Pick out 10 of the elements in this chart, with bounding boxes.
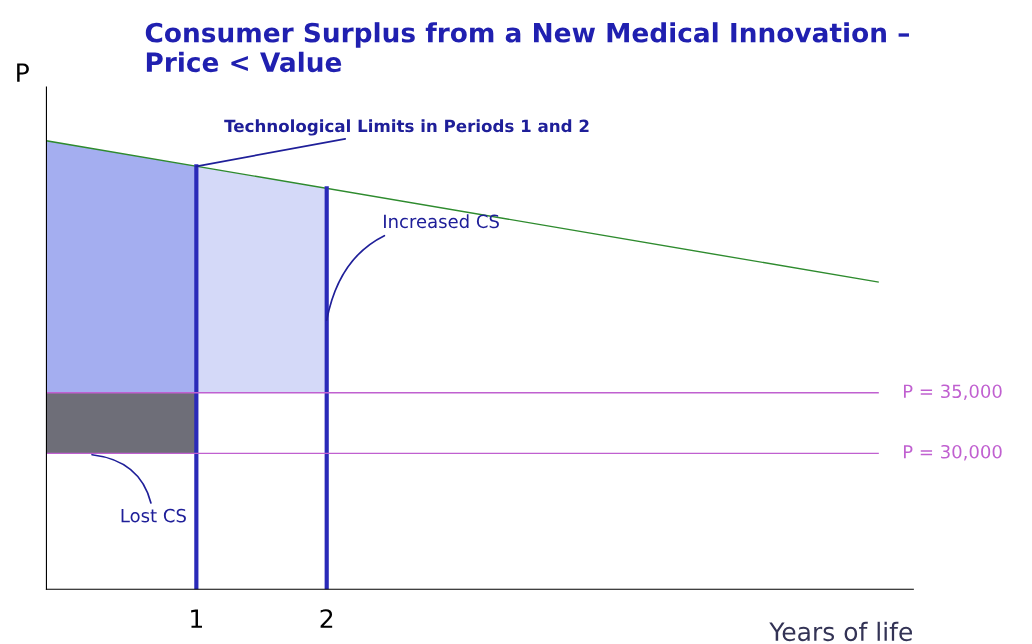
x-tick-label: 1 xyxy=(191,609,202,628)
annotation: Increased CS xyxy=(384,214,499,229)
series-label: P = 30,000 xyxy=(903,444,1002,461)
annotation: Technological Limits in Periods 1 and 2 xyxy=(224,119,589,136)
annotation: Lost CS xyxy=(121,508,186,523)
x-tick-label: 2 xyxy=(320,609,333,628)
y-axis-title: P xyxy=(17,63,29,82)
x-axis-title: Years of life xyxy=(769,621,912,642)
series-label: P = 35,000 xyxy=(903,384,1002,400)
chart-title: Consumer Surplus from a New Medical Innovation – Price < Value xyxy=(145,22,909,73)
